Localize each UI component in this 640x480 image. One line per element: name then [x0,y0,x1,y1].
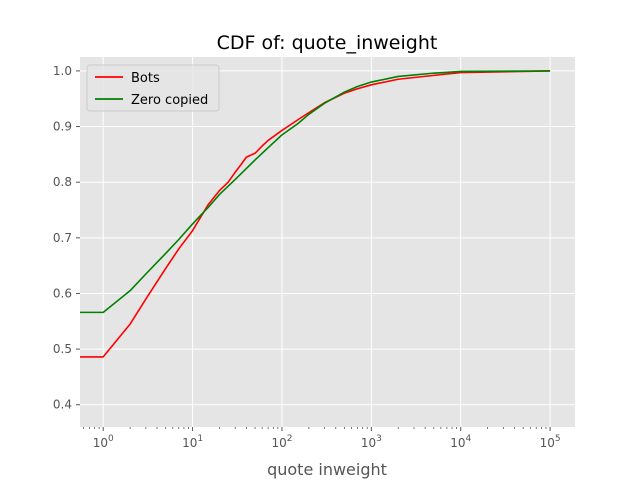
series-line-bots [80,70,551,358]
x-tick-label: 101 [182,434,203,450]
y-axis: 0.4 0.5 0.6 0.7 0.8 0.9 1.0 [53,64,80,412]
series-lines [80,70,551,358]
x-tick-label: 104 [450,434,471,450]
x-tick-label: 105 [540,434,561,450]
x-tick-label: 100 [93,434,114,450]
y-tick-label: 0.8 [53,175,72,189]
y-tick-label: 0.5 [53,342,72,356]
grid [80,57,575,427]
plot-area [80,57,575,427]
y-tick-label: 0.9 [53,120,72,134]
x-tick-label: 103 [361,434,382,450]
x-tick-label: 102 [271,434,292,450]
chart-title: CDF of: quote_inweight [217,32,438,54]
legend-label-bots: Bots [131,71,160,86]
y-tick-label: 0.7 [53,231,72,245]
x-axis: 100 101 102 103 104 105 [82,427,561,450]
y-tick-label: 1.0 [53,64,72,78]
legend-label-zero-copied: Zero copied [131,93,208,108]
legend: Bots Zero copied [86,64,220,112]
x-axis-label: quote inweight [267,460,387,479]
y-tick-label: 0.4 [53,398,72,412]
series-line-zero-copied [80,70,551,314]
y-tick-label: 0.6 [53,286,72,300]
